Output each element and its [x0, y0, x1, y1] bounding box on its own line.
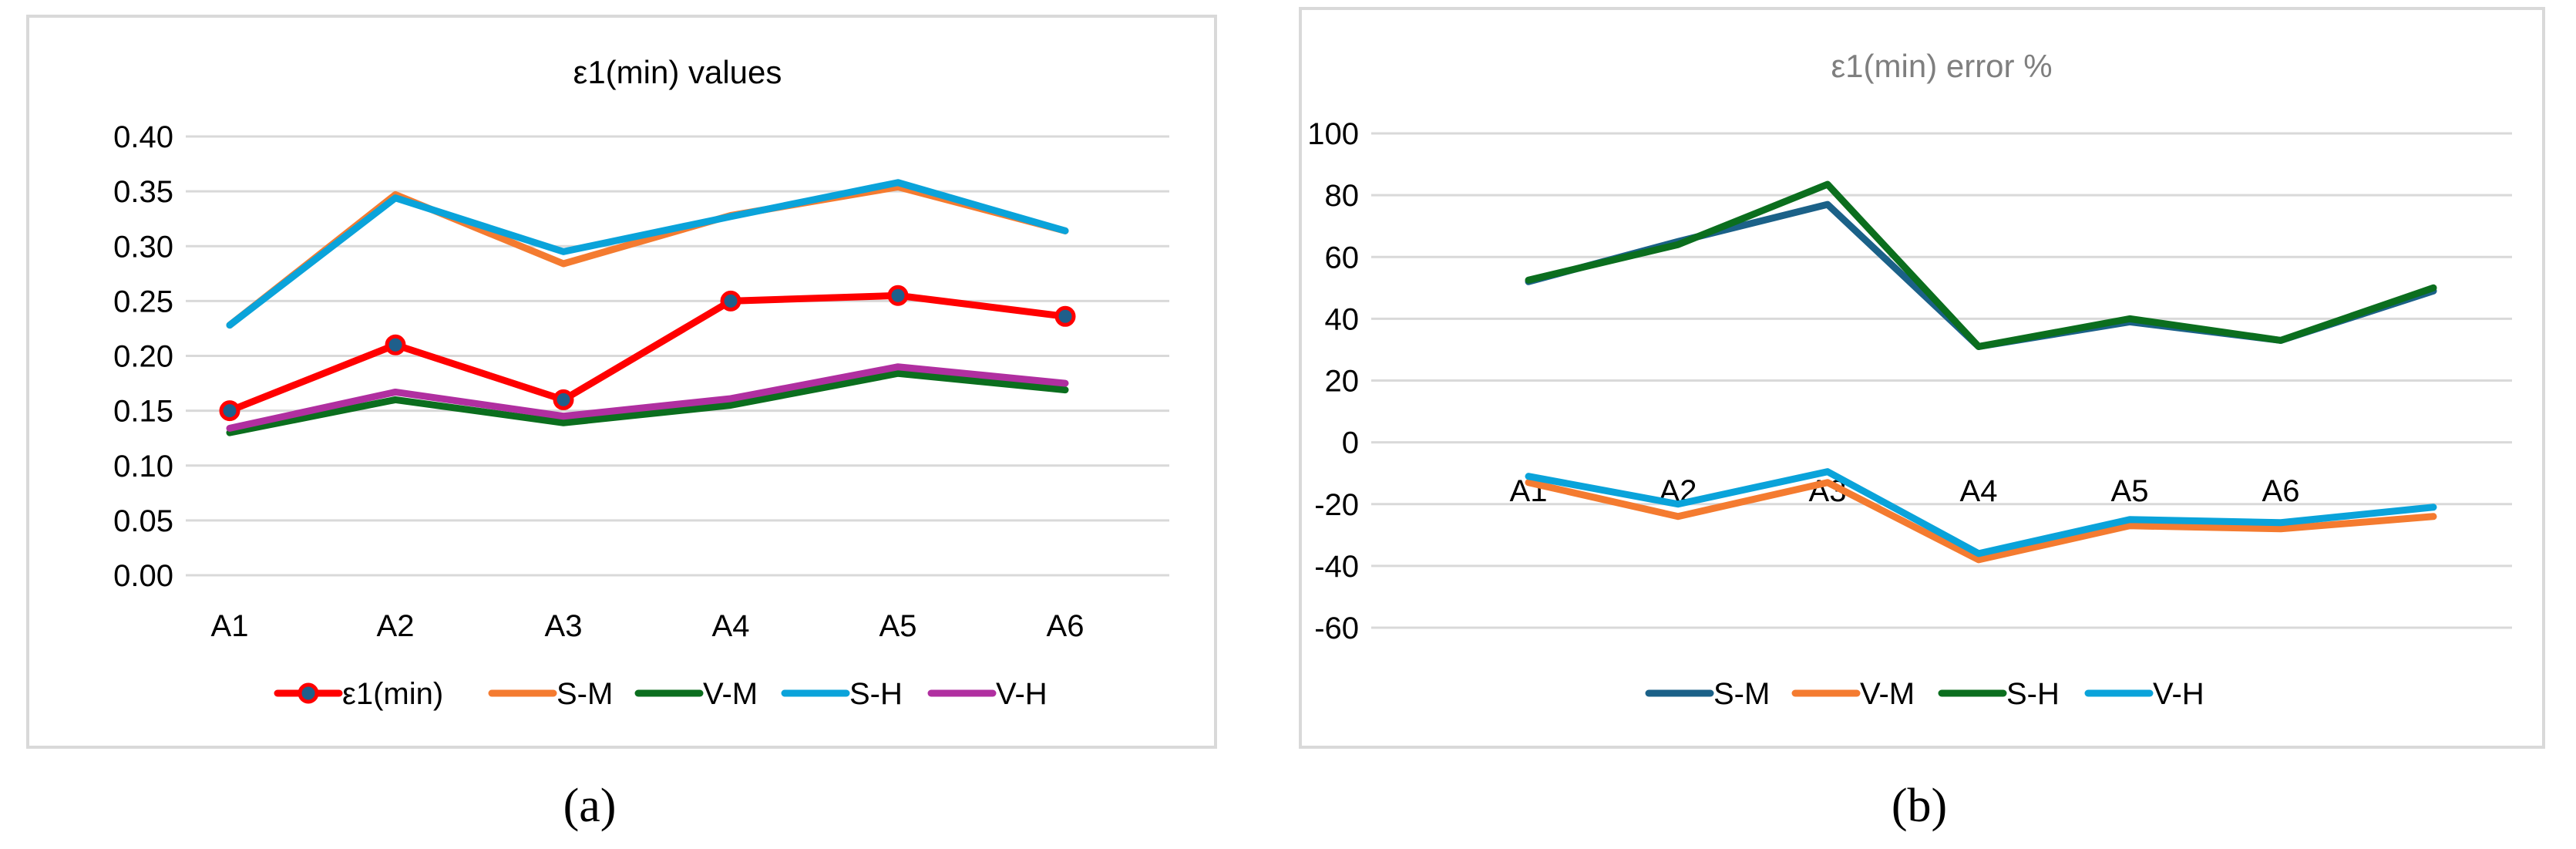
y-tick-label: 60 — [1325, 241, 1360, 275]
legend-item: ε1(min) — [274, 677, 443, 711]
y-tick-label: 0.25 — [113, 285, 173, 318]
legend-label: ε1(min) — [342, 677, 443, 711]
x-tick-label: A1 — [211, 609, 249, 643]
data-point — [1054, 305, 1076, 327]
y-tick-label: -20 — [1314, 488, 1359, 522]
panel-caption: (a) — [563, 780, 617, 832]
y-tick-label: 0 — [1342, 426, 1359, 460]
series-line-S-H — [226, 179, 1069, 329]
y-tick-label: 100 — [1307, 117, 1359, 151]
legend-item: V-H — [2084, 677, 2204, 711]
x-tick-label: A2 — [377, 609, 415, 643]
legend-marker — [298, 682, 319, 704]
legend-label: S-M — [557, 677, 613, 711]
chart-a: ε1(min) values 0.00 0.05 0.10 0.15 0.20 0.25 0.… — [26, 15, 1217, 832]
y-tick-label: 0.10 — [113, 450, 173, 483]
chart-title: ε1(min) error % — [1831, 48, 2052, 84]
legend-label: S-M — [1713, 677, 1770, 711]
y-tick-label: -40 — [1314, 550, 1359, 584]
y-tick-label: -60 — [1314, 611, 1359, 645]
series-line-ε1(min) — [226, 291, 1069, 415]
y-tick-label: 0.30 — [113, 230, 173, 264]
series-line-V-M — [1525, 479, 2437, 564]
x-tick-label: A5 — [2111, 474, 2149, 508]
legend-item: V-M — [1791, 677, 1915, 711]
series-line-V-M — [226, 369, 1069, 436]
y-tick-label: 0.20 — [113, 340, 173, 374]
series-line-S-H — [1525, 180, 2437, 350]
legend-label: V-M — [1860, 677, 1915, 711]
legend-item: S-M — [1645, 677, 1770, 711]
legend-item: V-M — [634, 677, 758, 711]
legend-label: V-H — [2153, 677, 2204, 711]
panel-caption: (b) — [1892, 780, 1947, 832]
series-line-V-H — [1525, 468, 2437, 558]
y-tick-label: 0.40 — [113, 120, 173, 154]
y-tick-label: 80 — [1325, 179, 1360, 213]
legend-label: V-H — [996, 677, 1048, 711]
data-point — [887, 285, 909, 306]
data-point — [219, 400, 240, 422]
legend-item: S-H — [1938, 677, 2060, 711]
legend-item: S-H — [781, 677, 903, 711]
x-tick-label: A6 — [1047, 609, 1085, 643]
legend-label: S-H — [2006, 677, 2060, 711]
legend-label: S-H — [849, 677, 903, 711]
y-tick-label: 40 — [1325, 302, 1360, 336]
series-line-V-H — [226, 363, 1069, 432]
y-tick-label: 0.05 — [113, 504, 173, 538]
x-tick-label: A6 — [2262, 474, 2300, 508]
data-point — [385, 334, 406, 355]
y-tick-label: 20 — [1325, 365, 1360, 399]
data-point — [720, 290, 742, 312]
x-tick-label: A3 — [545, 609, 583, 643]
legend-item: V-H — [927, 677, 1048, 711]
chart-frame — [1299, 7, 2545, 749]
x-tick-label: A5 — [879, 609, 917, 643]
data-point — [553, 389, 574, 410]
legend: ε1(min) S-M V-M S-H V-H — [274, 677, 1048, 711]
x-tick-label: A4 — [712, 609, 750, 643]
x-tick-label: A4 — [1960, 474, 1998, 508]
y-tick-label: 0.35 — [113, 175, 173, 209]
y-tick-label: 0.15 — [113, 395, 173, 429]
y-tick-label: 0.00 — [113, 559, 173, 593]
legend-label: V-M — [703, 677, 758, 711]
legend: S-M V-M S-H V-H — [1645, 677, 2204, 711]
chart-title: ε1(min) values — [573, 54, 782, 90]
legend-item: S-M — [488, 677, 613, 711]
